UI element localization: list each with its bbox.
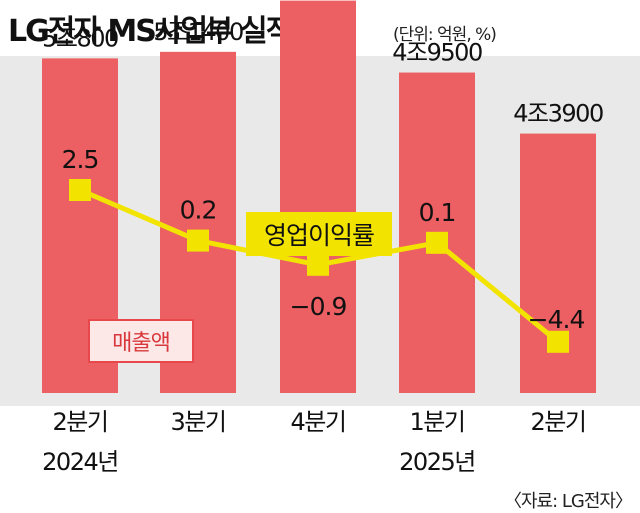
x-year-label-0: 2024년	[42, 448, 118, 476]
unit-label: (단위: 억원, %)	[393, 25, 497, 45]
line-marker-1	[187, 229, 209, 252]
bar-2	[280, 0, 356, 393]
x-tick-label-0: 2분기	[53, 408, 108, 436]
x-tick-label-2: 4분기	[291, 408, 346, 436]
bar-value-label-4: 4조3900	[513, 100, 603, 128]
line-value-label-3: 0.1	[419, 198, 456, 227]
x-tick-label-1: 3분기	[171, 408, 226, 436]
x-year-label-3: 2025년	[399, 448, 475, 476]
legend-line-badge	[246, 212, 392, 256]
x-tick-label-3: 1분기	[410, 408, 465, 436]
line-marker-3	[426, 231, 448, 254]
line-value-label-1: 0.2	[180, 196, 217, 225]
line-value-label-0: 2.5	[62, 145, 99, 174]
line-value-label-4: −4.4	[528, 305, 585, 334]
x-tick-label-4: 2분기	[531, 408, 586, 436]
line-value-label-2: −0.9	[290, 292, 347, 321]
legend-bar-badge	[88, 319, 194, 363]
line-marker-2	[307, 253, 329, 276]
line-marker-0	[69, 179, 91, 201]
bar-value-label-3: 4조9500	[392, 39, 482, 67]
bar-value-label-1: 5조1400	[153, 18, 243, 46]
legend-bar-label: 매출액	[112, 331, 170, 356]
legend-line-label: 영업이익률	[264, 221, 374, 250]
source-note: 〈자료: LG전자〉	[503, 491, 633, 512]
bar-value-label-0: 5조800	[42, 24, 118, 52]
bar-4	[520, 133, 596, 393]
line-marker-4	[547, 330, 569, 353]
